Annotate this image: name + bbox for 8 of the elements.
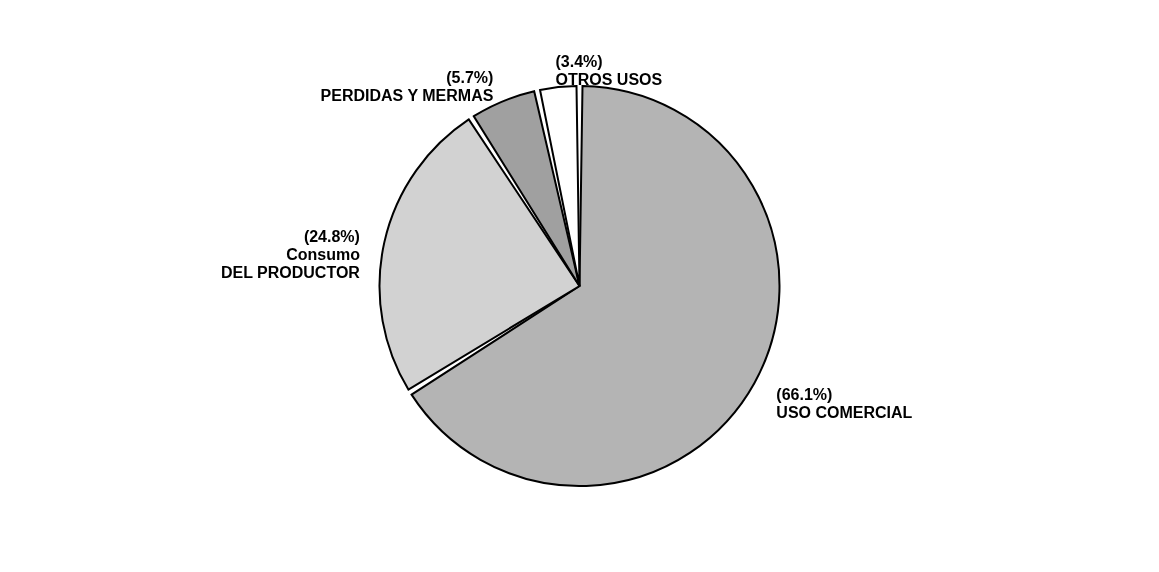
slice-label: OTROS USOS bbox=[555, 71, 663, 89]
data-label: (3.4%) bbox=[555, 53, 603, 71]
data-label: (66.1%) bbox=[776, 386, 833, 404]
slice-label: USO COMERCIAL bbox=[776, 404, 913, 422]
slice-label: Consumo DEL PRODUCTOR bbox=[220, 245, 361, 281]
data-label: (5.7%) bbox=[446, 69, 494, 87]
data-label: (24.8%) bbox=[303, 227, 360, 245]
slice-label: PERDIDAS Y MERMAS bbox=[320, 87, 494, 105]
